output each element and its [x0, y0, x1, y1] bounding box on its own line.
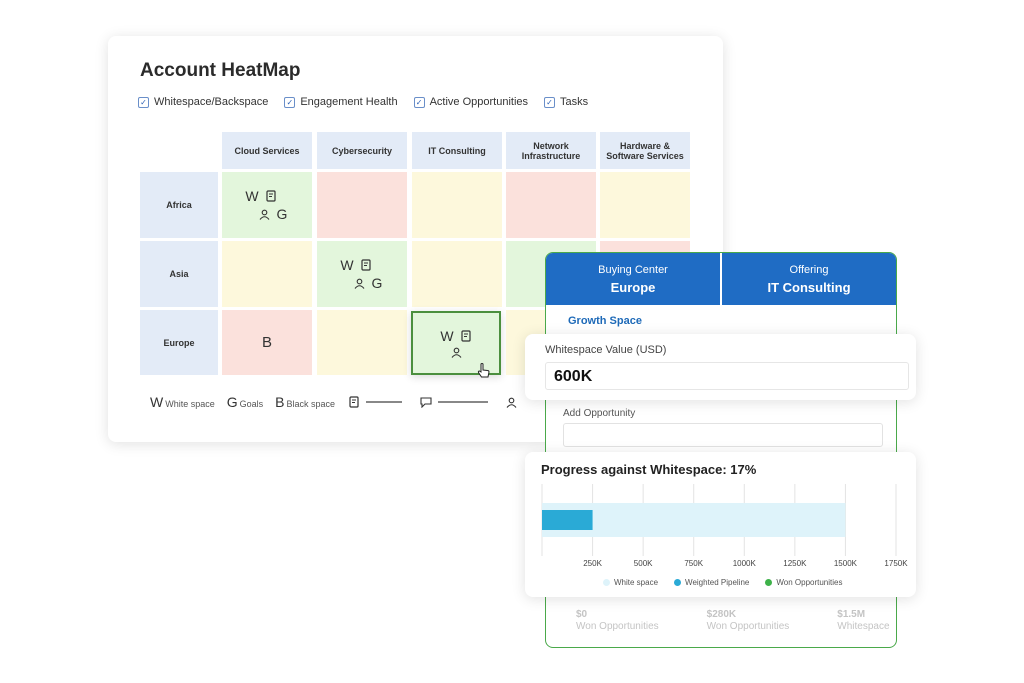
filter-tasks[interactable]: ✓ Tasks [544, 96, 588, 108]
legend-line [366, 401, 403, 403]
add-opportunity-input[interactable] [563, 423, 883, 447]
x-tick-label: 750K [684, 559, 703, 568]
stat-item: $0 Won Opportunities [576, 609, 659, 632]
offering-label: Offering [789, 263, 829, 276]
filter-active-opportunities[interactable]: ✓ Active Opportunities [413, 96, 528, 108]
offering-header: Offering IT Consulting [720, 253, 896, 305]
x-tick-label: 250K [583, 559, 602, 568]
filter-whitespace[interactable]: ✓ Whitespace/Backspace [138, 96, 268, 108]
heatmap-cell-europe-cyber[interactable] [317, 310, 407, 375]
heatmap-cell-africa-cyber[interactable] [317, 172, 407, 238]
task-note-icon [349, 396, 359, 408]
heatmap-cell-europe-it-selected[interactable]: W [411, 311, 501, 378]
filter-engagement-health[interactable]: ✓ Engagement Health [284, 96, 398, 108]
legend-item-won-opportunities: Won Opportunities [765, 578, 842, 587]
heatmap-legend: W White space G Goals B Black space [150, 394, 517, 410]
user-icon [354, 278, 364, 289]
bar-weighted-pipeline [542, 510, 593, 530]
heatmap-cell-europe-cloud[interactable]: B [222, 310, 312, 375]
task-note-icon [461, 330, 471, 342]
stat-item: $1.5M Whitespace [837, 609, 890, 632]
user-icon [259, 209, 269, 220]
legend-goals: G Goals [226, 394, 264, 410]
blackspace-letter: B [261, 334, 272, 351]
legend-blackspace: B Black space [275, 394, 336, 410]
row-header-europe: Europe [140, 310, 218, 375]
stat-item: $280K Won Opportunities [706, 609, 790, 632]
goals-letter: G [276, 206, 288, 222]
heatmap-cell-asia-cloud[interactable] [222, 241, 312, 307]
detail-stats: $0 Won Opportunities $280K Won Opportuniti… [576, 609, 890, 633]
whitespace-letter: W [440, 328, 454, 344]
heatmap-title: Account HeatMap [140, 60, 301, 81]
checkbox-checked-icon[interactable]: ✓ [284, 96, 296, 108]
heatmap-cell-africa-network[interactable] [506, 172, 596, 238]
checkbox-checked-icon[interactable]: ✓ [413, 96, 425, 108]
user-icon [506, 397, 517, 408]
buying-center-value: Europe [610, 279, 656, 295]
whitespace-letter: W [245, 188, 259, 204]
checkbox-checked-icon[interactable]: ✓ [544, 96, 556, 108]
buying-center-header: Buying Center Europe [546, 253, 720, 305]
column-header-it-consulting: IT Consulting [412, 132, 502, 169]
whitespace-letter: W [340, 257, 354, 273]
account-heatmap-card: Account HeatMap ✓ Whitespace/Backspace ✓… [108, 36, 723, 442]
x-tick-label: 500K [634, 559, 653, 568]
growth-space-heading: Growth Space [568, 315, 642, 327]
heatmap-cell-africa-hardware[interactable] [600, 172, 690, 238]
x-tick-label: 1000K [733, 559, 757, 568]
heatmap-cell-asia-cyber[interactable]: W G [317, 241, 407, 307]
bar-white-space [542, 503, 846, 537]
x-tick-label: 1500K [834, 559, 858, 568]
progress-chart-title: Progress against Whitespace: 17% [541, 462, 757, 477]
x-tick-label: 1750K [884, 559, 908, 568]
heatmap-cell-asia-it[interactable] [412, 241, 502, 307]
heatmap-cell-africa-it[interactable] [412, 172, 502, 238]
task-note-icon [266, 190, 276, 202]
progress-chart-card: Progress against Whitespace: 17% 250K 500… [525, 452, 916, 597]
detail-header: Buying Center Europe Offering IT Consult… [546, 253, 896, 305]
checkbox-checked-icon[interactable]: ✓ [138, 96, 149, 108]
progress-chart: 250K 500K 750K 1000K 1250K 1500K 1750K [541, 484, 908, 568]
user-icon [451, 347, 461, 358]
chart-legend: White space Weighted Pipeline Won Opport… [603, 578, 842, 587]
row-header-asia: Asia [140, 241, 218, 307]
whitespace-value-card: Whitespace Value (USD) 600K [525, 334, 916, 400]
column-header-cybersecurity: Cybersecurity [317, 132, 407, 169]
chat-bubble-icon [420, 396, 432, 408]
heatmap-cell-africa-cloud[interactable]: W G [222, 172, 312, 238]
x-tick-label: 1250K [783, 559, 807, 568]
add-opportunity-label: Add Opportunity [563, 408, 636, 419]
legend-whitespace: W White space [150, 394, 215, 410]
whitespace-value-field[interactable]: 600K [545, 362, 909, 390]
legend-line [438, 401, 489, 403]
column-header-cloud-services: Cloud Services [222, 132, 312, 169]
column-header-network-infrastructure: Network Infrastructure [506, 132, 596, 169]
legend-item-white-space: White space [603, 578, 658, 587]
task-note-icon [361, 259, 371, 271]
column-header-hardware-software: Hardware & Software Services [600, 132, 690, 169]
buying-center-label: Buying Center [598, 263, 668, 276]
hand-pointer-cursor-icon [477, 363, 490, 378]
row-header-africa: Africa [140, 172, 218, 238]
whitespace-value-label: Whitespace Value (USD) [545, 344, 667, 356]
goals-letter: G [371, 275, 383, 291]
offering-value: IT Consulting [767, 279, 851, 295]
heatmap-filters: ✓ Whitespace/Backspace ✓ Engagement Heal… [138, 96, 588, 108]
legend-item-weighted-pipeline: Weighted Pipeline [674, 578, 749, 587]
